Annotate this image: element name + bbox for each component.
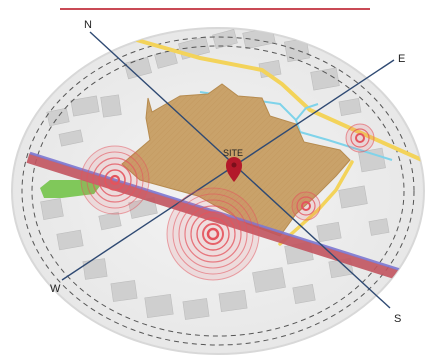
site-label: SITE	[223, 148, 243, 158]
waterway-branch	[295, 103, 319, 121]
south-label: S	[394, 313, 401, 325]
radius-ring-outer	[21, 36, 415, 346]
park-area	[40, 180, 100, 198]
map-pin-icon	[226, 157, 242, 182]
noise-source-large	[166, 187, 260, 281]
north-label: N	[84, 19, 92, 31]
west-label: W	[50, 283, 61, 295]
side-road	[278, 160, 354, 246]
noise-source-southeast	[291, 191, 321, 221]
noise-source-east	[345, 123, 375, 153]
radius-ring-inner	[31, 45, 405, 337]
noise-source-west	[80, 145, 150, 215]
railway-track	[29, 151, 421, 278]
east-label: E	[398, 53, 405, 65]
header-band	[60, 8, 370, 10]
